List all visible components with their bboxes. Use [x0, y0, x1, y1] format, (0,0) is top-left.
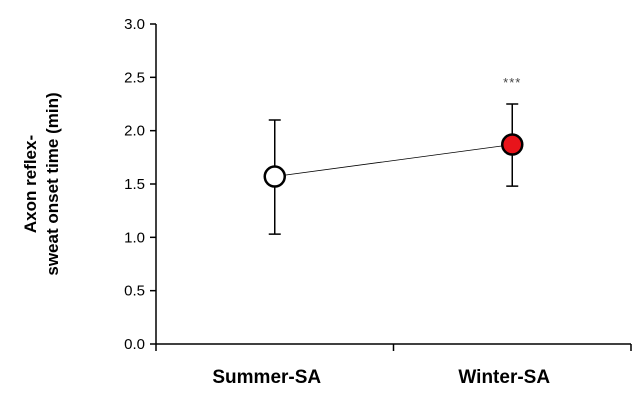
y-tick-label: 3.0: [124, 16, 145, 33]
significance-marker: ***: [503, 75, 521, 90]
axes: [155, 24, 631, 345]
data-point: [501, 133, 524, 156]
y-tick-label: 0.5: [124, 283, 145, 300]
y-tick-label: 0.0: [124, 336, 145, 353]
y-label-rotated: Axon reflex-sweat onset time (min): [21, 92, 62, 275]
y-tick-label: 1.0: [124, 229, 145, 246]
series-line: [274, 144, 513, 177]
y-ticks: 0.0 0.5 1.0 1.5 2.0 2.5 3.0: [124, 16, 156, 353]
y-axis-label: Axon reflex-sweat onset time (min): [21, 92, 62, 275]
y-label-line: Axon reflex-: [21, 135, 40, 233]
y-tick-label: 2.0: [124, 123, 145, 140]
x-ticks: Summer-SA Winter-SA: [155, 344, 632, 388]
annotations: ***: [503, 75, 521, 90]
x-tick-label: Winter-SA: [458, 367, 550, 388]
x-tick-label: Summer-SA: [212, 367, 321, 388]
y-label-line: sweat onset time (min): [43, 92, 62, 275]
y-tick-label: 2.5: [124, 69, 145, 86]
data-point: [263, 165, 286, 188]
y-tick-label: 1.5: [124, 176, 145, 193]
series-group: [263, 103, 524, 235]
